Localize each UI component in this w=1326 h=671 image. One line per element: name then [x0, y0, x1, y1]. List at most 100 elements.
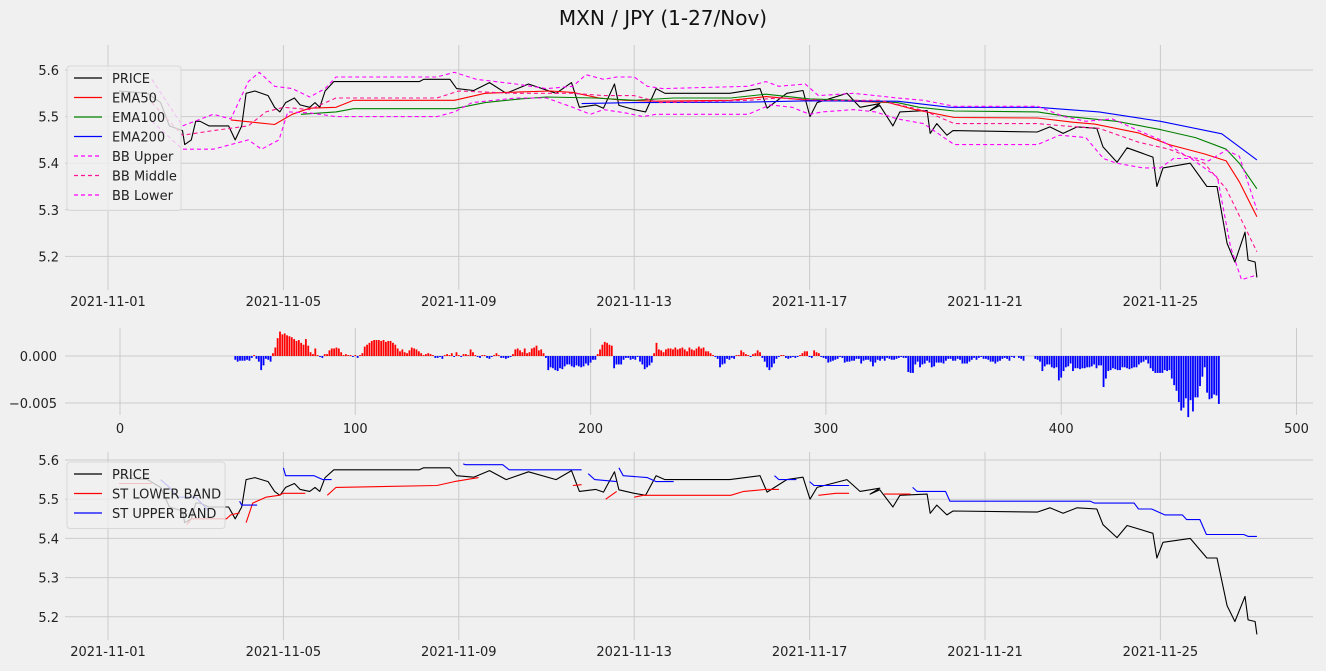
histogram-bar: [876, 356, 879, 360]
histogram-bar: [516, 348, 519, 356]
histogram-bar: [890, 356, 893, 360]
histogram-bar: [662, 352, 665, 356]
histogram-bar: [1123, 356, 1126, 368]
series-ema200: [581, 100, 1258, 161]
histogram-bar: [1057, 356, 1060, 381]
histogram-bar: [599, 349, 601, 356]
histogram-bar: [766, 356, 768, 368]
y-tick-label: 5.2: [38, 250, 59, 265]
histogram-bar: [952, 356, 954, 361]
histogram-bar: [874, 356, 877, 363]
histogram-bar: [650, 356, 653, 363]
series-price: [118, 467, 1258, 635]
histogram-bar: [330, 348, 333, 356]
histogram-bar: [905, 356, 907, 358]
histogram-bar: [354, 355, 357, 356]
histogram-bar: [716, 356, 719, 359]
legend-label: ST UPPER BAND: [112, 507, 216, 522]
histogram-bar: [1156, 356, 1159, 373]
histogram-bar: [519, 350, 521, 356]
histogram-bar: [622, 356, 625, 360]
histogram-bar: [312, 354, 314, 356]
series-price: [118, 78, 1258, 278]
histogram-bar: [1137, 356, 1140, 365]
histogram-bar: [297, 340, 300, 356]
histogram-bar: [923, 356, 926, 364]
histogram-bar: [236, 356, 239, 362]
histogram-bar: [1161, 356, 1164, 373]
series-st-upper-band: [809, 481, 850, 487]
histogram-bar: [801, 353, 804, 356]
histogram-bar: [606, 342, 608, 356]
histogram-bar: [789, 356, 792, 358]
histogram-bar: [246, 356, 248, 360]
x-tick-label: 200: [578, 422, 603, 437]
histogram-bar: [1050, 356, 1053, 368]
histogram-bar: [728, 356, 731, 360]
histogram-bar: [441, 356, 444, 359]
histogram-bar: [1008, 356, 1011, 361]
histogram-bar: [577, 356, 580, 367]
histogram-bar: [763, 356, 766, 362]
histogram-bar: [424, 354, 427, 356]
histogram-bar: [784, 356, 787, 358]
histogram-bar: [1034, 356, 1037, 359]
histogram-bar: [274, 347, 277, 356]
histogram-bar: [1119, 356, 1121, 371]
histogram-bar: [344, 354, 347, 356]
histogram-bar: [490, 356, 493, 357]
y-tick-label: 5.2: [38, 611, 59, 626]
histogram-bar: [865, 356, 867, 360]
histogram-bar: [697, 346, 700, 356]
histogram-bar: [947, 356, 950, 359]
histogram-bar: [1046, 356, 1048, 365]
series-st-lower-band: [605, 490, 618, 500]
histogram-bar: [594, 356, 597, 360]
histogram-bar: [561, 356, 564, 370]
histogram-bar: [566, 356, 568, 365]
histogram-bar: [523, 348, 526, 356]
histogram-bar: [855, 356, 858, 359]
histogram-bar: [610, 345, 613, 356]
histogram-bar: [648, 356, 651, 366]
histogram-bar: [1010, 356, 1013, 357]
histogram-bar: [968, 356, 971, 362]
histogram-bar: [309, 352, 312, 356]
histogram-bar: [730, 356, 733, 358]
histogram-bar: [556, 356, 559, 372]
legend-label: EMA100: [112, 111, 165, 126]
histogram-bar: [486, 356, 488, 358]
histogram-bar: [1109, 356, 1112, 371]
histogram-bar: [1100, 356, 1103, 366]
histogram-bar: [754, 353, 757, 356]
histogram-bar: [825, 356, 827, 359]
histogram-bar: [533, 347, 536, 356]
histogram-bar: [495, 353, 498, 356]
histogram-bar: [333, 348, 336, 356]
histogram-bar: [283, 333, 286, 356]
histogram-bar: [603, 341, 606, 356]
x-tick-label: 2021-11-05: [246, 295, 322, 310]
histogram-bar: [672, 349, 674, 356]
histogram-bar: [401, 349, 404, 356]
histogram-bar: [1163, 356, 1166, 371]
histogram-bar: [488, 356, 491, 359]
histogram-bar: [690, 349, 693, 356]
histogram-bar: [319, 356, 321, 357]
x-tick-label: 300: [813, 422, 838, 437]
histogram-bar: [888, 356, 891, 359]
histogram-bar: [683, 349, 686, 356]
histogram-bar: [250, 356, 253, 358]
histogram-bar: [396, 348, 399, 356]
histogram-bar: [349, 355, 352, 356]
legend-label: BB Upper: [112, 150, 174, 165]
histogram-bar: [808, 356, 811, 357]
histogram-bar: [288, 336, 291, 356]
histogram-bar: [900, 356, 903, 357]
x-tick-label: 0: [116, 422, 124, 437]
histogram-bar: [744, 354, 747, 356]
y-tick-label: 5.5: [38, 111, 59, 126]
histogram-bar: [326, 354, 328, 356]
histogram-bar: [528, 352, 531, 356]
histogram-bar: [575, 356, 578, 366]
